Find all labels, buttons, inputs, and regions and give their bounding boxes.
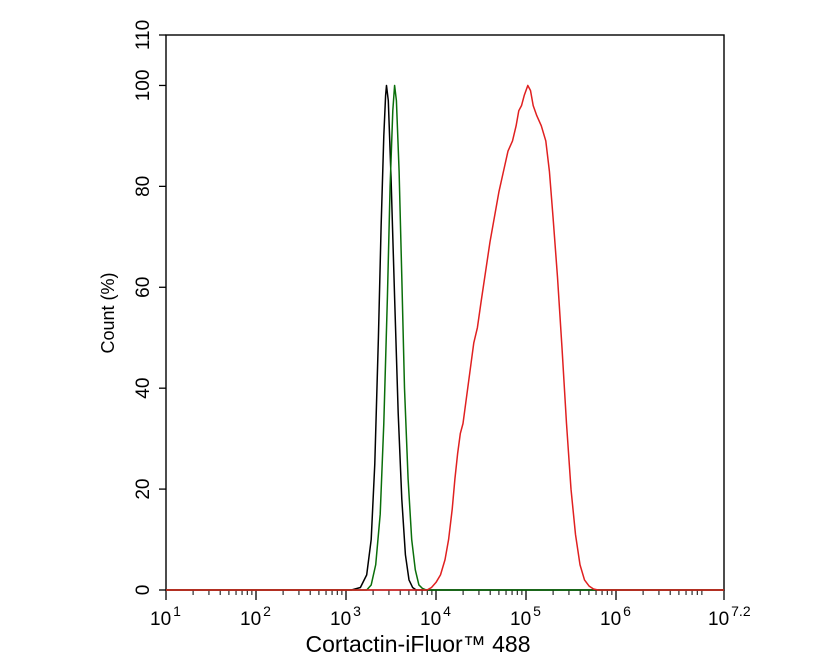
x-tick-label: 10 3 xyxy=(330,603,361,630)
y-tick-label: 100 xyxy=(133,70,154,102)
x-tick-base: 10 xyxy=(330,609,351,630)
x-tick-exponent: 5 xyxy=(533,603,541,619)
x-tick-exponent: 6 xyxy=(623,603,631,619)
x-tick-label: 10 2 xyxy=(240,603,271,630)
x-tick-label: 10 6 xyxy=(600,603,631,630)
x-tick-exponent: 2 xyxy=(263,603,271,619)
y-tick-label: 20 xyxy=(133,479,154,500)
x-tick-label: 10 4 xyxy=(420,603,451,630)
x-tick-exponent: 4 xyxy=(443,603,451,619)
x-tick-base: 10 xyxy=(240,609,261,630)
x-tick-exponent: 3 xyxy=(353,603,361,619)
x-tick-label: 10 7.2 xyxy=(708,603,751,630)
y-tick-label: 40 xyxy=(133,378,154,399)
plot-frame xyxy=(165,34,725,591)
y-axis: 0 20 40 60 80 100 110 xyxy=(133,20,166,595)
y-tick-label: 60 xyxy=(133,277,154,298)
x-axis: 10 1 10 2 10 3 10 4 10 5 10 6 10 7.2 xyxy=(150,590,751,630)
x-tick-exponent: 7.2 xyxy=(731,603,751,619)
x-tick-exponent: 1 xyxy=(173,603,181,619)
x-tick-base: 10 xyxy=(600,609,621,630)
x-tick-label: 10 5 xyxy=(510,603,541,630)
series-curve-0 xyxy=(166,84,724,591)
x-tick-base: 10 xyxy=(708,609,729,630)
y-tick-label: 80 xyxy=(133,176,154,197)
y-axis-title: Count (%) xyxy=(98,272,118,353)
x-axis-title: Cortactin-iFluor™ 488 xyxy=(306,631,531,657)
x-tick-base: 10 xyxy=(420,609,441,630)
y-tick-label: 0 xyxy=(133,585,154,596)
series-layer xyxy=(166,84,724,591)
series-curve-2 xyxy=(166,84,724,591)
series-curve-1 xyxy=(166,84,724,591)
x-tick-base: 10 xyxy=(150,609,171,630)
x-tick-base: 10 xyxy=(510,609,531,630)
y-tick-label: 110 xyxy=(133,20,154,50)
x-tick-label: 10 1 xyxy=(150,603,181,630)
